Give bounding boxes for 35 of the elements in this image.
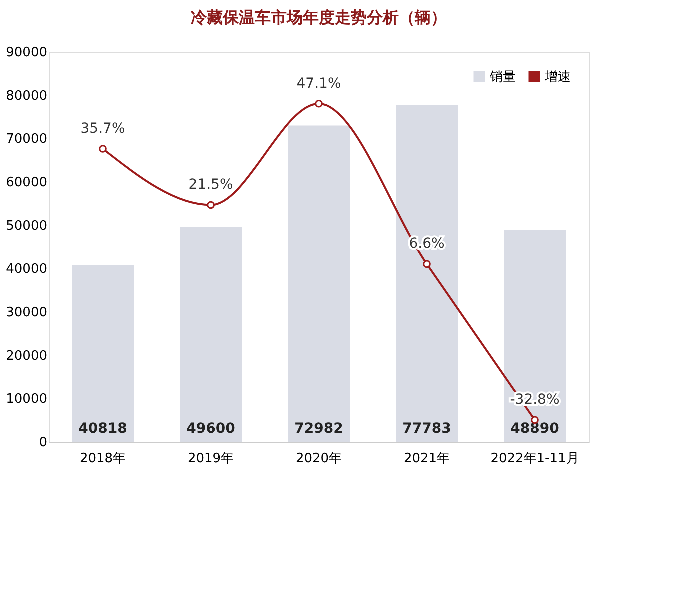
data-label: 49600 [186, 421, 236, 437]
bar [72, 265, 134, 442]
data-label: 40818 [78, 421, 128, 437]
data-label: 72982 [294, 421, 344, 437]
point [207, 201, 215, 210]
data-label: 47.1% [296, 76, 342, 92]
y-tick-label: 90000 [6, 46, 48, 60]
bar [504, 230, 566, 442]
x-tick-label: 2019年 [188, 452, 234, 466]
y-tick-label: 50000 [6, 218, 48, 234]
data-label: 48890 [510, 421, 560, 437]
chart-title: 冷藏保温车市场年度走势分析（辆） [191, 8, 447, 27]
data-label: 21.5% [188, 177, 234, 194]
y-tick-label: 60000 [6, 176, 48, 190]
y-tick-label: 80000 [6, 88, 48, 104]
x-tick-label: 2018年 [80, 452, 126, 466]
y-tick-label: 40000 [6, 262, 48, 278]
y-tick-label: 30000 [6, 306, 48, 320]
legend-label: 增速 [544, 70, 571, 85]
x-tick-label: 2022年1-11月 [490, 452, 580, 466]
x-tick-label: 2021年 [404, 452, 450, 466]
x-tick-label: 2020年 [296, 452, 342, 466]
point [423, 260, 431, 268]
legend-label: 销量 [489, 70, 516, 85]
y-tick-label: 70000 [6, 132, 48, 148]
bar [396, 104, 458, 442]
data-label: 77783 [402, 421, 452, 437]
y-tick-label: 20000 [6, 348, 48, 364]
point [99, 145, 107, 153]
bar [180, 227, 242, 442]
bar [288, 126, 350, 442]
data-label: 35.7% [80, 121, 126, 138]
point [315, 100, 323, 108]
y-tick-label: 10000 [6, 392, 48, 408]
y-tick-label: 0 [39, 436, 48, 450]
